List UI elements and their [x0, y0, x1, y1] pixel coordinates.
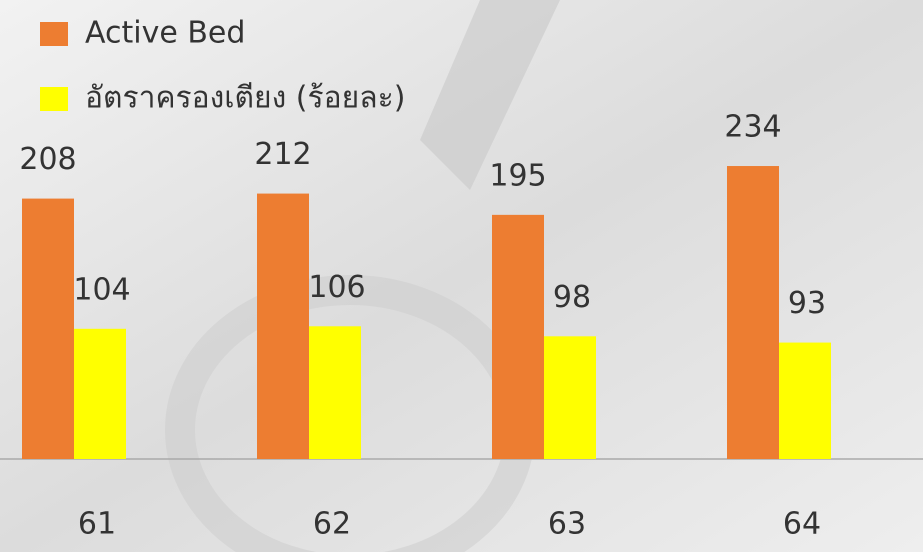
legend-label: อัตราครองเตียง (ร้อยละ) — [85, 81, 405, 116]
bar — [544, 336, 596, 459]
legend-label: Active Bed — [85, 16, 245, 51]
data-label: 93 — [788, 286, 826, 321]
bar — [727, 166, 779, 460]
bar — [74, 328, 126, 459]
data-label: 98 — [553, 280, 591, 315]
data-label: 106 — [308, 270, 365, 305]
data-label: 208 — [19, 142, 76, 177]
x-tick-label: 61 — [78, 507, 116, 542]
background-shape — [420, 0, 560, 190]
legend-swatch — [40, 87, 68, 111]
bar — [22, 198, 74, 460]
data-label: 104 — [73, 272, 130, 307]
data-label: 212 — [254, 137, 311, 172]
bar — [492, 214, 544, 459]
legend-swatch — [40, 22, 68, 46]
data-label: 234 — [724, 110, 781, 145]
x-tick-label: 64 — [783, 507, 821, 542]
bar — [257, 193, 309, 460]
x-tick-label: 63 — [548, 507, 586, 542]
data-label: 195 — [489, 158, 546, 193]
bar — [779, 342, 831, 459]
bar — [309, 326, 361, 459]
x-tick-label: 62 — [313, 507, 351, 542]
